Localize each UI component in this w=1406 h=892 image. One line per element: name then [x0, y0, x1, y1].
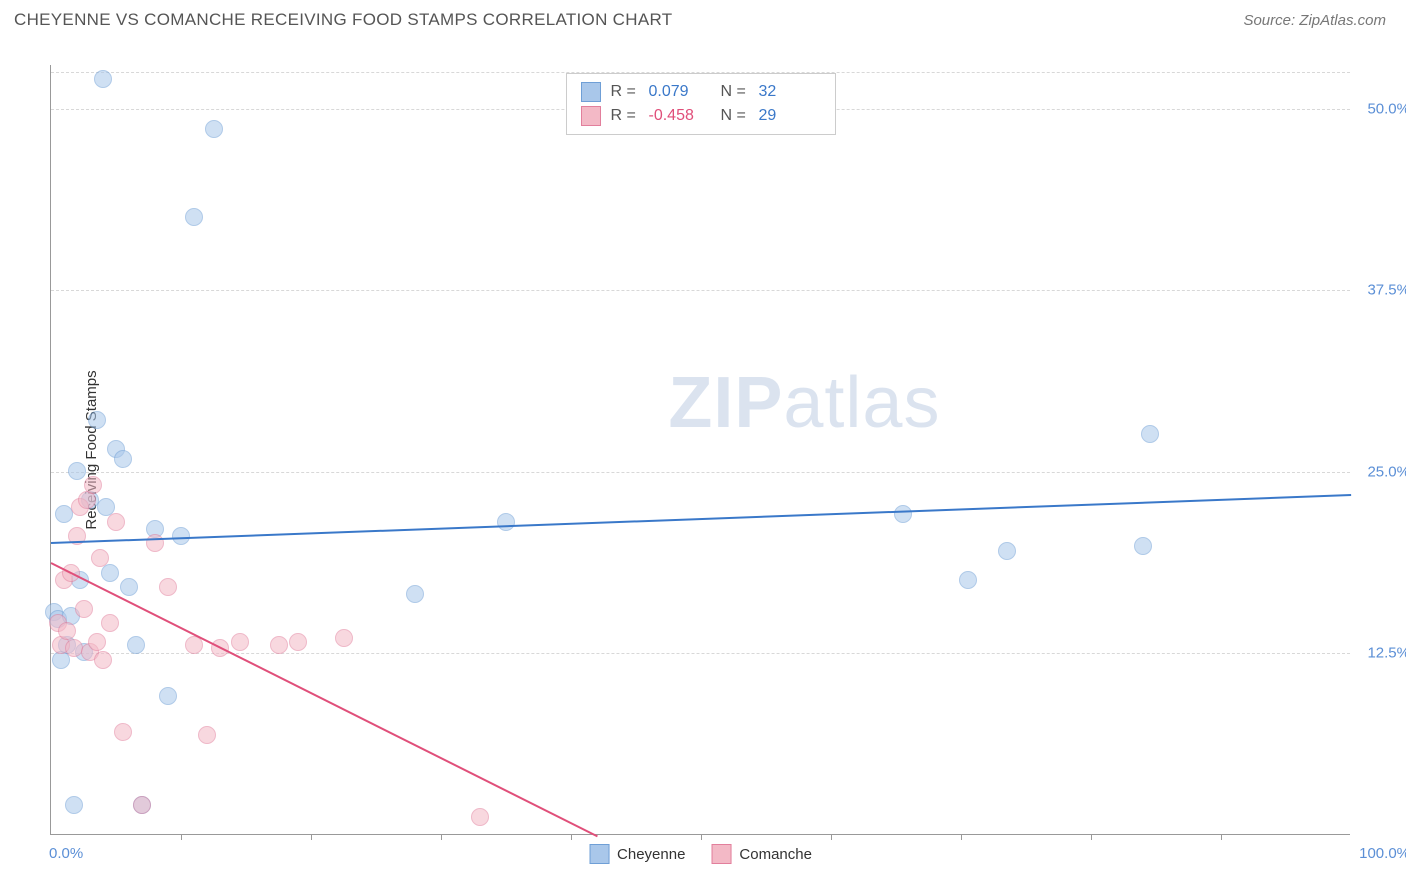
swatch-cheyenne: [581, 82, 601, 102]
data-point: [1134, 537, 1152, 555]
data-point: [114, 723, 132, 741]
gridline: [51, 653, 1350, 654]
data-point: [133, 796, 151, 814]
data-point: [205, 120, 223, 138]
x-axis-min-label: 0.0%: [49, 845, 83, 862]
gridline: [51, 290, 1350, 291]
trend-line: [51, 494, 1351, 544]
n-label: N =: [721, 107, 749, 125]
n-value-cheyenne: 32: [759, 83, 821, 101]
x-tick: [441, 834, 442, 840]
swatch-comanche-icon: [711, 844, 731, 864]
watermark-bold: ZIP: [668, 363, 783, 443]
data-point: [894, 505, 912, 523]
n-label: N =: [721, 83, 749, 101]
data-point: [84, 476, 102, 494]
watermark-light: atlas: [783, 363, 940, 443]
data-point: [58, 622, 76, 640]
data-point: [91, 549, 109, 567]
swatch-cheyenne-icon: [589, 844, 609, 864]
data-point: [270, 636, 288, 654]
data-point: [497, 513, 515, 531]
legend-item-comanche: Comanche: [711, 844, 812, 864]
r-value-comanche: -0.458: [649, 107, 711, 125]
source-label: Source: ZipAtlas.com: [1243, 12, 1386, 29]
correlation-legend: R = 0.079 N = 32 R = -0.458 N = 29: [566, 73, 836, 135]
legend-row-comanche: R = -0.458 N = 29: [581, 104, 821, 128]
x-tick: [311, 834, 312, 840]
data-point: [289, 633, 307, 651]
y-tick-label: 37.5%: [1367, 282, 1406, 299]
x-tick: [181, 834, 182, 840]
x-tick: [961, 834, 962, 840]
data-point: [335, 629, 353, 647]
legend-row-cheyenne: R = 0.079 N = 32: [581, 80, 821, 104]
data-point: [107, 513, 125, 531]
data-point: [68, 462, 86, 480]
chart-title: CHEYENNE VS COMANCHE RECEIVING FOOD STAM…: [14, 10, 672, 30]
n-value-comanche: 29: [759, 107, 821, 125]
series-legend: Cheyenne Comanche: [589, 844, 812, 864]
data-point: [1141, 425, 1159, 443]
data-point: [75, 600, 93, 618]
data-point: [101, 614, 119, 632]
chart-header: CHEYENNE VS COMANCHE RECEIVING FOOD STAM…: [0, 0, 1406, 35]
r-label: R =: [611, 107, 639, 125]
data-point: [471, 808, 489, 826]
data-point: [94, 651, 112, 669]
data-point: [88, 411, 106, 429]
y-tick-label: 50.0%: [1367, 100, 1406, 117]
gridline: [51, 472, 1350, 473]
legend-label-comanche: Comanche: [739, 846, 812, 863]
data-point: [94, 70, 112, 88]
plot-area: ZIPatlas R = 0.079 N = 32 R = -0.458 N =…: [50, 65, 1350, 835]
legend-item-cheyenne: Cheyenne: [589, 844, 685, 864]
r-value-cheyenne: 0.079: [649, 83, 711, 101]
x-axis-max-label: 100.0%: [1359, 845, 1406, 862]
data-point: [231, 633, 249, 651]
x-tick: [571, 834, 572, 840]
data-point: [198, 726, 216, 744]
trend-line: [51, 562, 598, 837]
data-point: [120, 578, 138, 596]
data-point: [998, 542, 1016, 560]
data-point: [159, 578, 177, 596]
data-point: [159, 687, 177, 705]
y-tick-label: 12.5%: [1367, 645, 1406, 662]
data-point: [959, 571, 977, 589]
data-point: [127, 636, 145, 654]
y-tick-label: 25.0%: [1367, 463, 1406, 480]
x-tick: [1221, 834, 1222, 840]
data-point: [114, 450, 132, 468]
x-tick: [1091, 834, 1092, 840]
x-tick: [831, 834, 832, 840]
legend-label-cheyenne: Cheyenne: [617, 846, 685, 863]
data-point: [65, 796, 83, 814]
chart-container: Receiving Food Stamps ZIPatlas R = 0.079…: [50, 55, 1390, 845]
swatch-comanche: [581, 106, 601, 126]
x-tick: [701, 834, 702, 840]
data-point: [88, 633, 106, 651]
watermark: ZIPatlas: [668, 362, 940, 444]
r-label: R =: [611, 83, 639, 101]
data-point: [406, 585, 424, 603]
data-point: [185, 208, 203, 226]
